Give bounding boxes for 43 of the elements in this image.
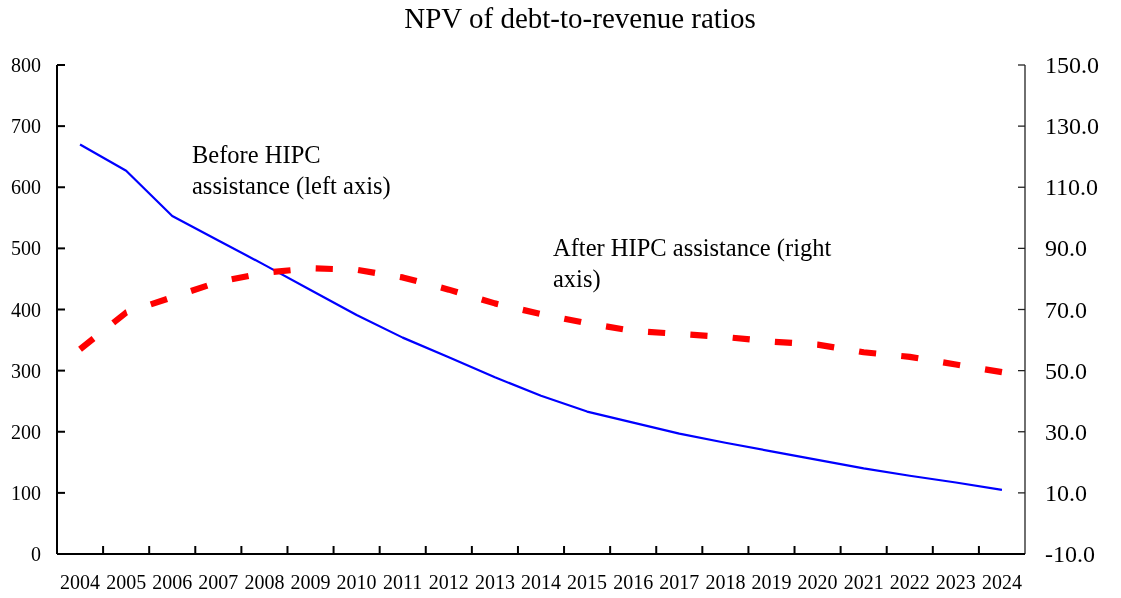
x-tick-label: 2017 (659, 571, 700, 593)
y2-tick-label: 130.0 (1045, 113, 1099, 140)
y-tick-label: 200 (11, 420, 41, 443)
chart-title: NPV of debt-to-revenue ratios (404, 2, 756, 34)
y-tick-label: 700 (11, 115, 41, 138)
line-series (78, 143, 1004, 491)
x-tick-label: 2004 (60, 571, 101, 593)
y-tick-label: 800 (11, 54, 41, 76)
series-label: Before HIPC assistance (left axis) (192, 141, 391, 200)
x-tick-label: 2018 (705, 571, 746, 593)
y-tick-label: 0 (31, 543, 41, 565)
y-tick-label: 400 (11, 298, 41, 321)
x-tick-label: 2023 (935, 571, 976, 593)
y2-tick-label: 70.0 (1045, 296, 1087, 323)
x-tick-label: 2007 (198, 571, 239, 593)
x-tick-label: 2006 (152, 571, 193, 593)
x-tick-label: 2010 (336, 571, 377, 593)
x-tick-label: 2016 (613, 571, 654, 593)
x-tick-label: 2020 (797, 571, 838, 593)
x-tick-label: 2009 (290, 571, 331, 593)
y2-tick-label: 110.0 (1045, 174, 1099, 201)
y-tick-label: 500 (11, 237, 41, 260)
y2-tick-label: 10.0 (1045, 479, 1087, 506)
x-tick-label: 2012 (428, 571, 469, 593)
y2-tick-label: 150.0 (1045, 52, 1099, 78)
x-tick-label: 2008 (244, 571, 285, 593)
x-tick-label: 2022 (889, 571, 930, 593)
x-tick-label: 2015 (567, 571, 608, 593)
y2-tick-label: -10.0 (1045, 541, 1095, 567)
x-tick-label: 2005 (106, 571, 147, 593)
y2-tick-label: 30.0 (1045, 418, 1087, 445)
y-tick-label: 600 (11, 176, 41, 199)
y-tick-label: 300 (11, 359, 41, 382)
x-tick-label: 2013 (474, 571, 515, 593)
x-tick-label: 2019 (751, 571, 792, 593)
x-tick-label: 2014 (521, 571, 561, 593)
x-tick-label: 2021 (843, 571, 884, 593)
x-tick-label: 2024 (981, 571, 1022, 593)
y2-tick-label: 90.0 (1045, 235, 1087, 262)
x-tick-label: 2011 (383, 571, 423, 593)
y2-tick-label: 50.0 (1045, 357, 1087, 384)
y-tick-label: 100 (11, 481, 41, 504)
series-label: After HIPC assistance (right axis) (553, 234, 832, 293)
